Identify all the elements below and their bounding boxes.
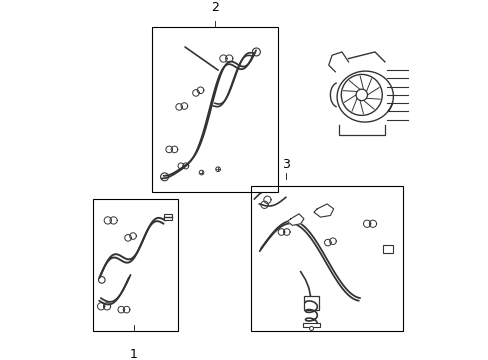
Text: 3: 3: [281, 158, 289, 171]
Text: 1: 1: [130, 348, 138, 360]
Bar: [152, 27, 277, 192]
Bar: [92, 199, 178, 331]
Bar: [383, 245, 392, 253]
Bar: [304, 296, 318, 310]
Circle shape: [309, 327, 313, 330]
Bar: [163, 215, 171, 220]
Polygon shape: [313, 204, 333, 217]
Polygon shape: [287, 214, 304, 225]
Bar: [303, 323, 319, 327]
Bar: [251, 186, 402, 331]
Text: 2: 2: [210, 1, 218, 14]
